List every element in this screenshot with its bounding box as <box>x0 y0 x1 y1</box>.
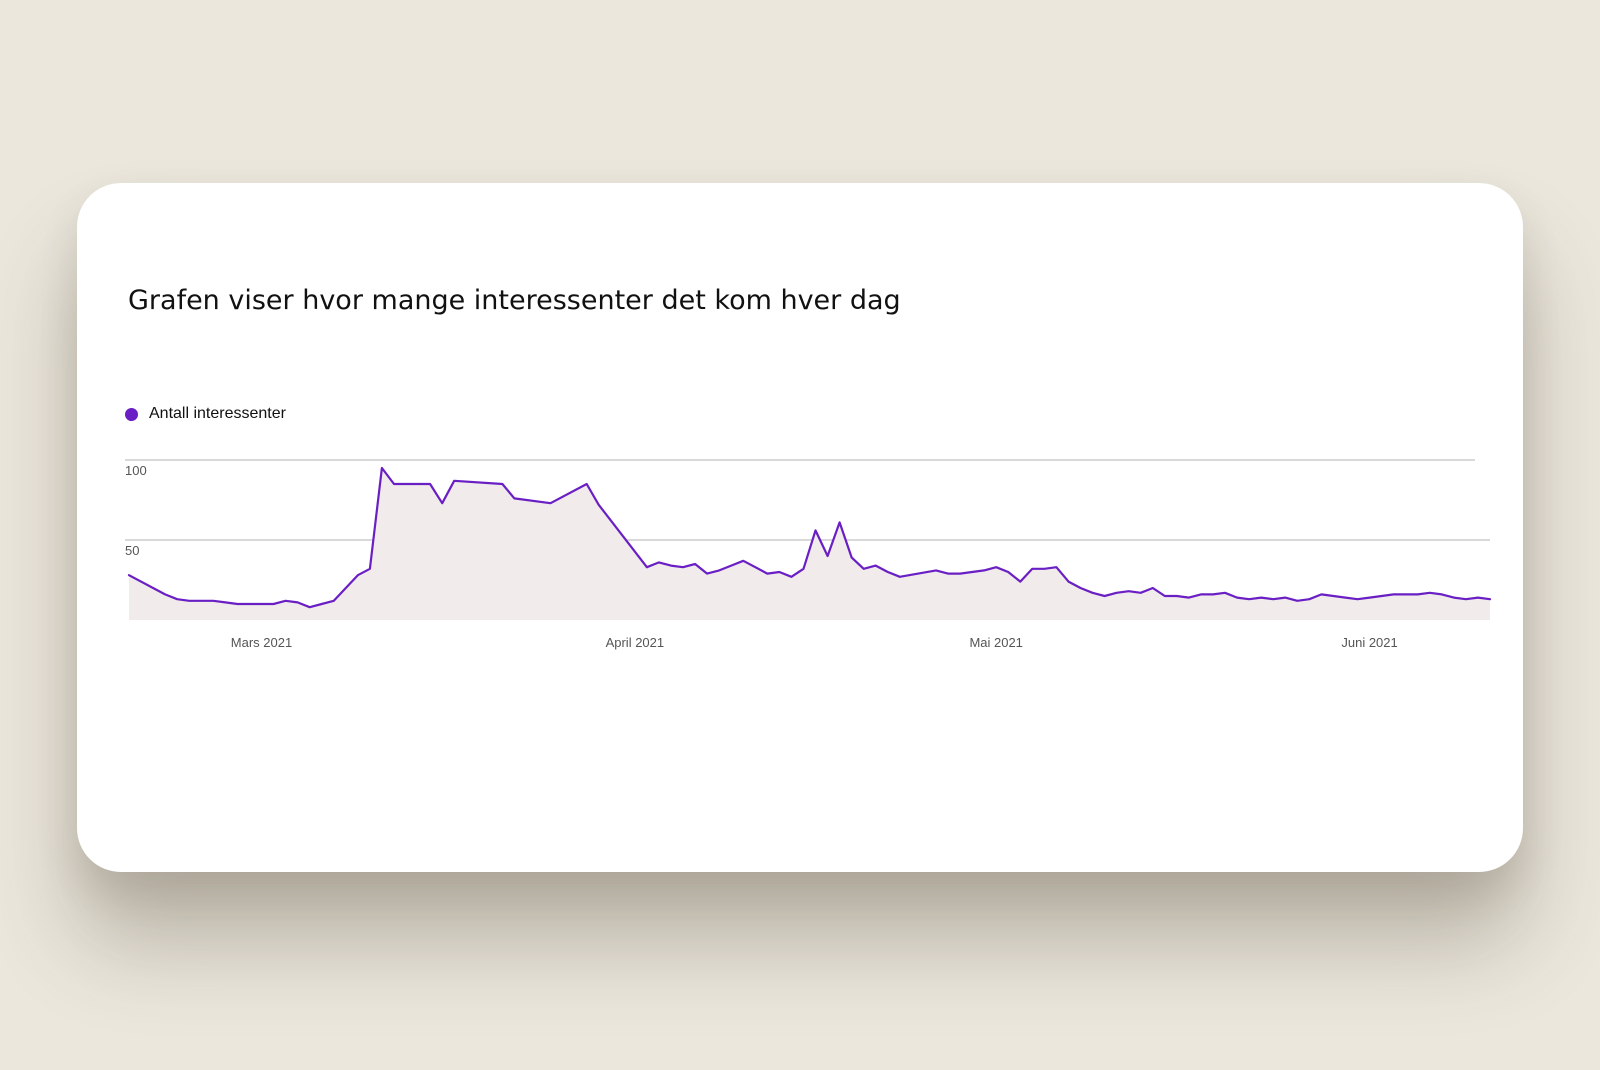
x-tick-label-juni-2021: Juni 2021 <box>1341 635 1397 650</box>
series-area <box>129 468 1490 620</box>
x-tick-label-mai-2021: Mai 2021 <box>969 635 1022 650</box>
y-tick-label-100: 100 <box>125 463 147 478</box>
y-tick-label-50: 50 <box>125 543 139 558</box>
legend-dot-icon <box>125 407 138 421</box>
chart-legend: Antall interessenter <box>125 405 286 423</box>
chart-title: Grafen viser hvor mange interessenter de… <box>128 285 901 316</box>
x-tick-label-april-2021: April 2021 <box>606 635 665 650</box>
series-line <box>127 466 1492 609</box>
x-tick-label-mars-2021: Mars 2021 <box>231 635 292 650</box>
chart-card <box>77 183 1523 872</box>
legend-label: Antall interessenter <box>149 405 286 422</box>
